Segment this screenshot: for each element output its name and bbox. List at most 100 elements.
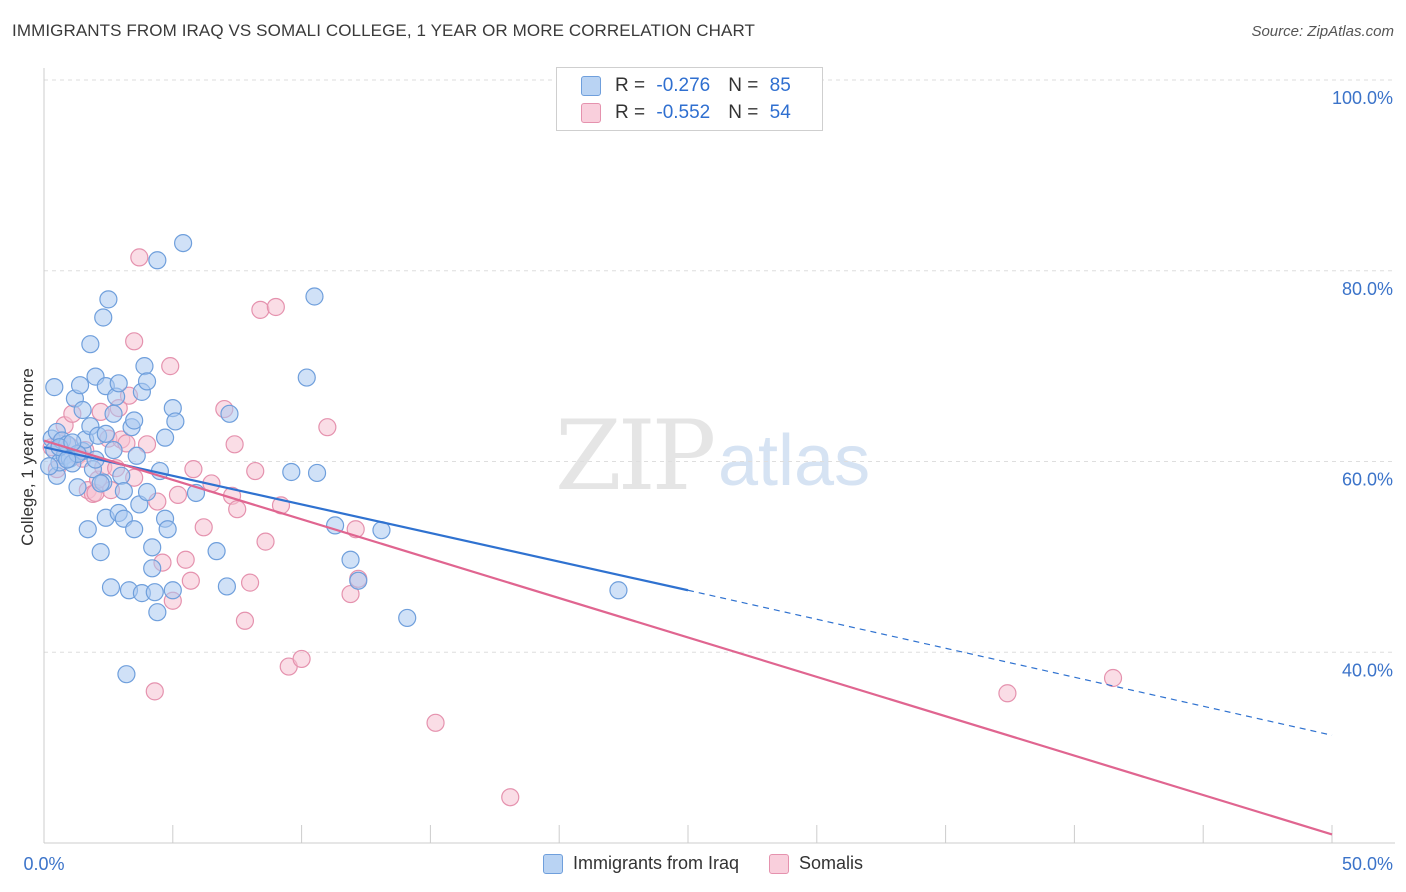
legend-row-somali: R = -0.552 N = 54	[581, 101, 791, 125]
iraq-point	[174, 233, 193, 253]
iraq-point	[58, 450, 77, 469]
legend-n-label: N =	[728, 102, 764, 123]
somali-trend-line	[43, 439, 1333, 836]
somali-point	[266, 297, 285, 317]
iraq-point	[217, 577, 236, 596]
x-tick-label: 50.0%	[1342, 854, 1393, 874]
series-legend: Immigrants from Iraq Somalis	[0, 853, 1406, 874]
iraq-point	[207, 542, 226, 561]
chart-title: IMMIGRANTS FROM IRAQ VS SOMALI COLLEGE, …	[12, 21, 756, 40]
iraq-point	[81, 335, 100, 354]
iraq-point	[155, 428, 175, 447]
iraq-point	[91, 543, 110, 562]
legend-row-iraq: R = -0.276 N = 85	[581, 74, 791, 98]
iraq-point	[148, 603, 167, 622]
y-tick-label: 60.0%	[1342, 470, 1393, 490]
iraq-point	[73, 400, 92, 420]
somali-point	[256, 532, 275, 551]
iraq-legend-swatch	[542, 853, 563, 874]
iraq-point	[148, 251, 167, 270]
somali-point	[251, 300, 270, 319]
iraq-point	[349, 571, 368, 590]
iraq-trend-line	[43, 446, 689, 592]
iraq-point	[135, 357, 154, 376]
legend-n-label: N =	[728, 75, 764, 96]
somali-point	[125, 332, 144, 351]
iraq-point	[143, 559, 162, 578]
somali-points	[42, 248, 1123, 807]
somali-point	[235, 611, 255, 630]
iraq-point	[104, 404, 123, 423]
iraq-point	[341, 550, 360, 569]
iraq-point	[104, 440, 123, 460]
x-tick-label: 0.0%	[23, 854, 64, 874]
legend-label-somali: Somalis	[799, 853, 864, 873]
somali-point	[501, 788, 520, 807]
iraq-trend-extension	[687, 589, 1333, 736]
iraq-point	[282, 462, 301, 482]
somali-point	[292, 649, 311, 669]
iraq-point	[609, 581, 628, 600]
iraq-point	[114, 481, 133, 501]
iraq-point	[166, 412, 185, 431]
trend-lines	[43, 439, 1333, 836]
source-label: Source: ZipAtlas.com	[1251, 23, 1394, 40]
watermark-zip: ZIP	[555, 400, 716, 512]
somali-point	[184, 460, 203, 479]
iraq-point	[40, 457, 59, 476]
somali-point	[194, 518, 213, 537]
correlation-legend: R = -0.276 N = 85 R = -0.552 N = 54	[556, 67, 823, 131]
legend-n-value: 85	[769, 75, 791, 96]
iraq-point	[63, 433, 82, 452]
iraq-point	[99, 290, 118, 309]
iraq-point	[101, 578, 121, 597]
iraq-swatch	[581, 76, 601, 96]
somali-point	[130, 248, 149, 267]
legend-item-iraq: Immigrants from Iraq	[542, 853, 739, 874]
iraq-point	[78, 520, 97, 539]
iraq-point	[158, 520, 177, 539]
iraq-point	[163, 581, 182, 600]
iraq-point	[125, 411, 144, 430]
iraq-point	[305, 287, 324, 306]
legend-r-label: R =	[615, 102, 651, 123]
somali-point	[228, 500, 247, 519]
iraq-point	[145, 583, 164, 602]
iraq-point	[137, 372, 157, 391]
iraq-point	[127, 446, 146, 465]
iraq-point	[307, 463, 327, 483]
somali-swatch	[581, 103, 601, 123]
somali-point	[161, 357, 180, 376]
somali-point	[168, 485, 188, 504]
iraq-point	[45, 378, 64, 397]
y-axis-label: College, 1 year or more	[18, 368, 37, 546]
somali-point	[341, 584, 360, 604]
iraq-point	[94, 308, 113, 327]
iraq-point	[143, 538, 162, 557]
y-tick-label: 80.0%	[1342, 279, 1393, 299]
somali-point	[246, 461, 265, 481]
iraq-point	[109, 374, 128, 393]
somali-point	[137, 435, 157, 454]
iraq-point	[297, 368, 316, 387]
somali-point	[176, 550, 195, 569]
somali-point	[998, 684, 1017, 703]
iraq-point	[125, 520, 144, 539]
iraq-point	[112, 466, 131, 485]
tick-labels: 100.0% 80.0% 60.0% 40.0% 0.0% 50.0%	[23, 88, 1393, 874]
iraq-point	[325, 516, 345, 535]
iraq-points	[40, 233, 628, 684]
somali-legend-swatch	[769, 853, 789, 874]
legend-r-value: -0.276	[656, 75, 711, 96]
axes	[43, 68, 1395, 844]
iraq-point	[220, 404, 239, 423]
grid-lines	[44, 79, 1395, 653]
y-tick-label: 40.0%	[1342, 660, 1393, 680]
somali-point	[318, 418, 337, 437]
somali-point	[181, 571, 200, 590]
legend-n-value: 54	[769, 102, 791, 123]
iraq-point	[91, 474, 110, 493]
legend-label-iraq: Immigrants from Iraq	[572, 853, 739, 873]
iraq-point	[96, 424, 115, 443]
